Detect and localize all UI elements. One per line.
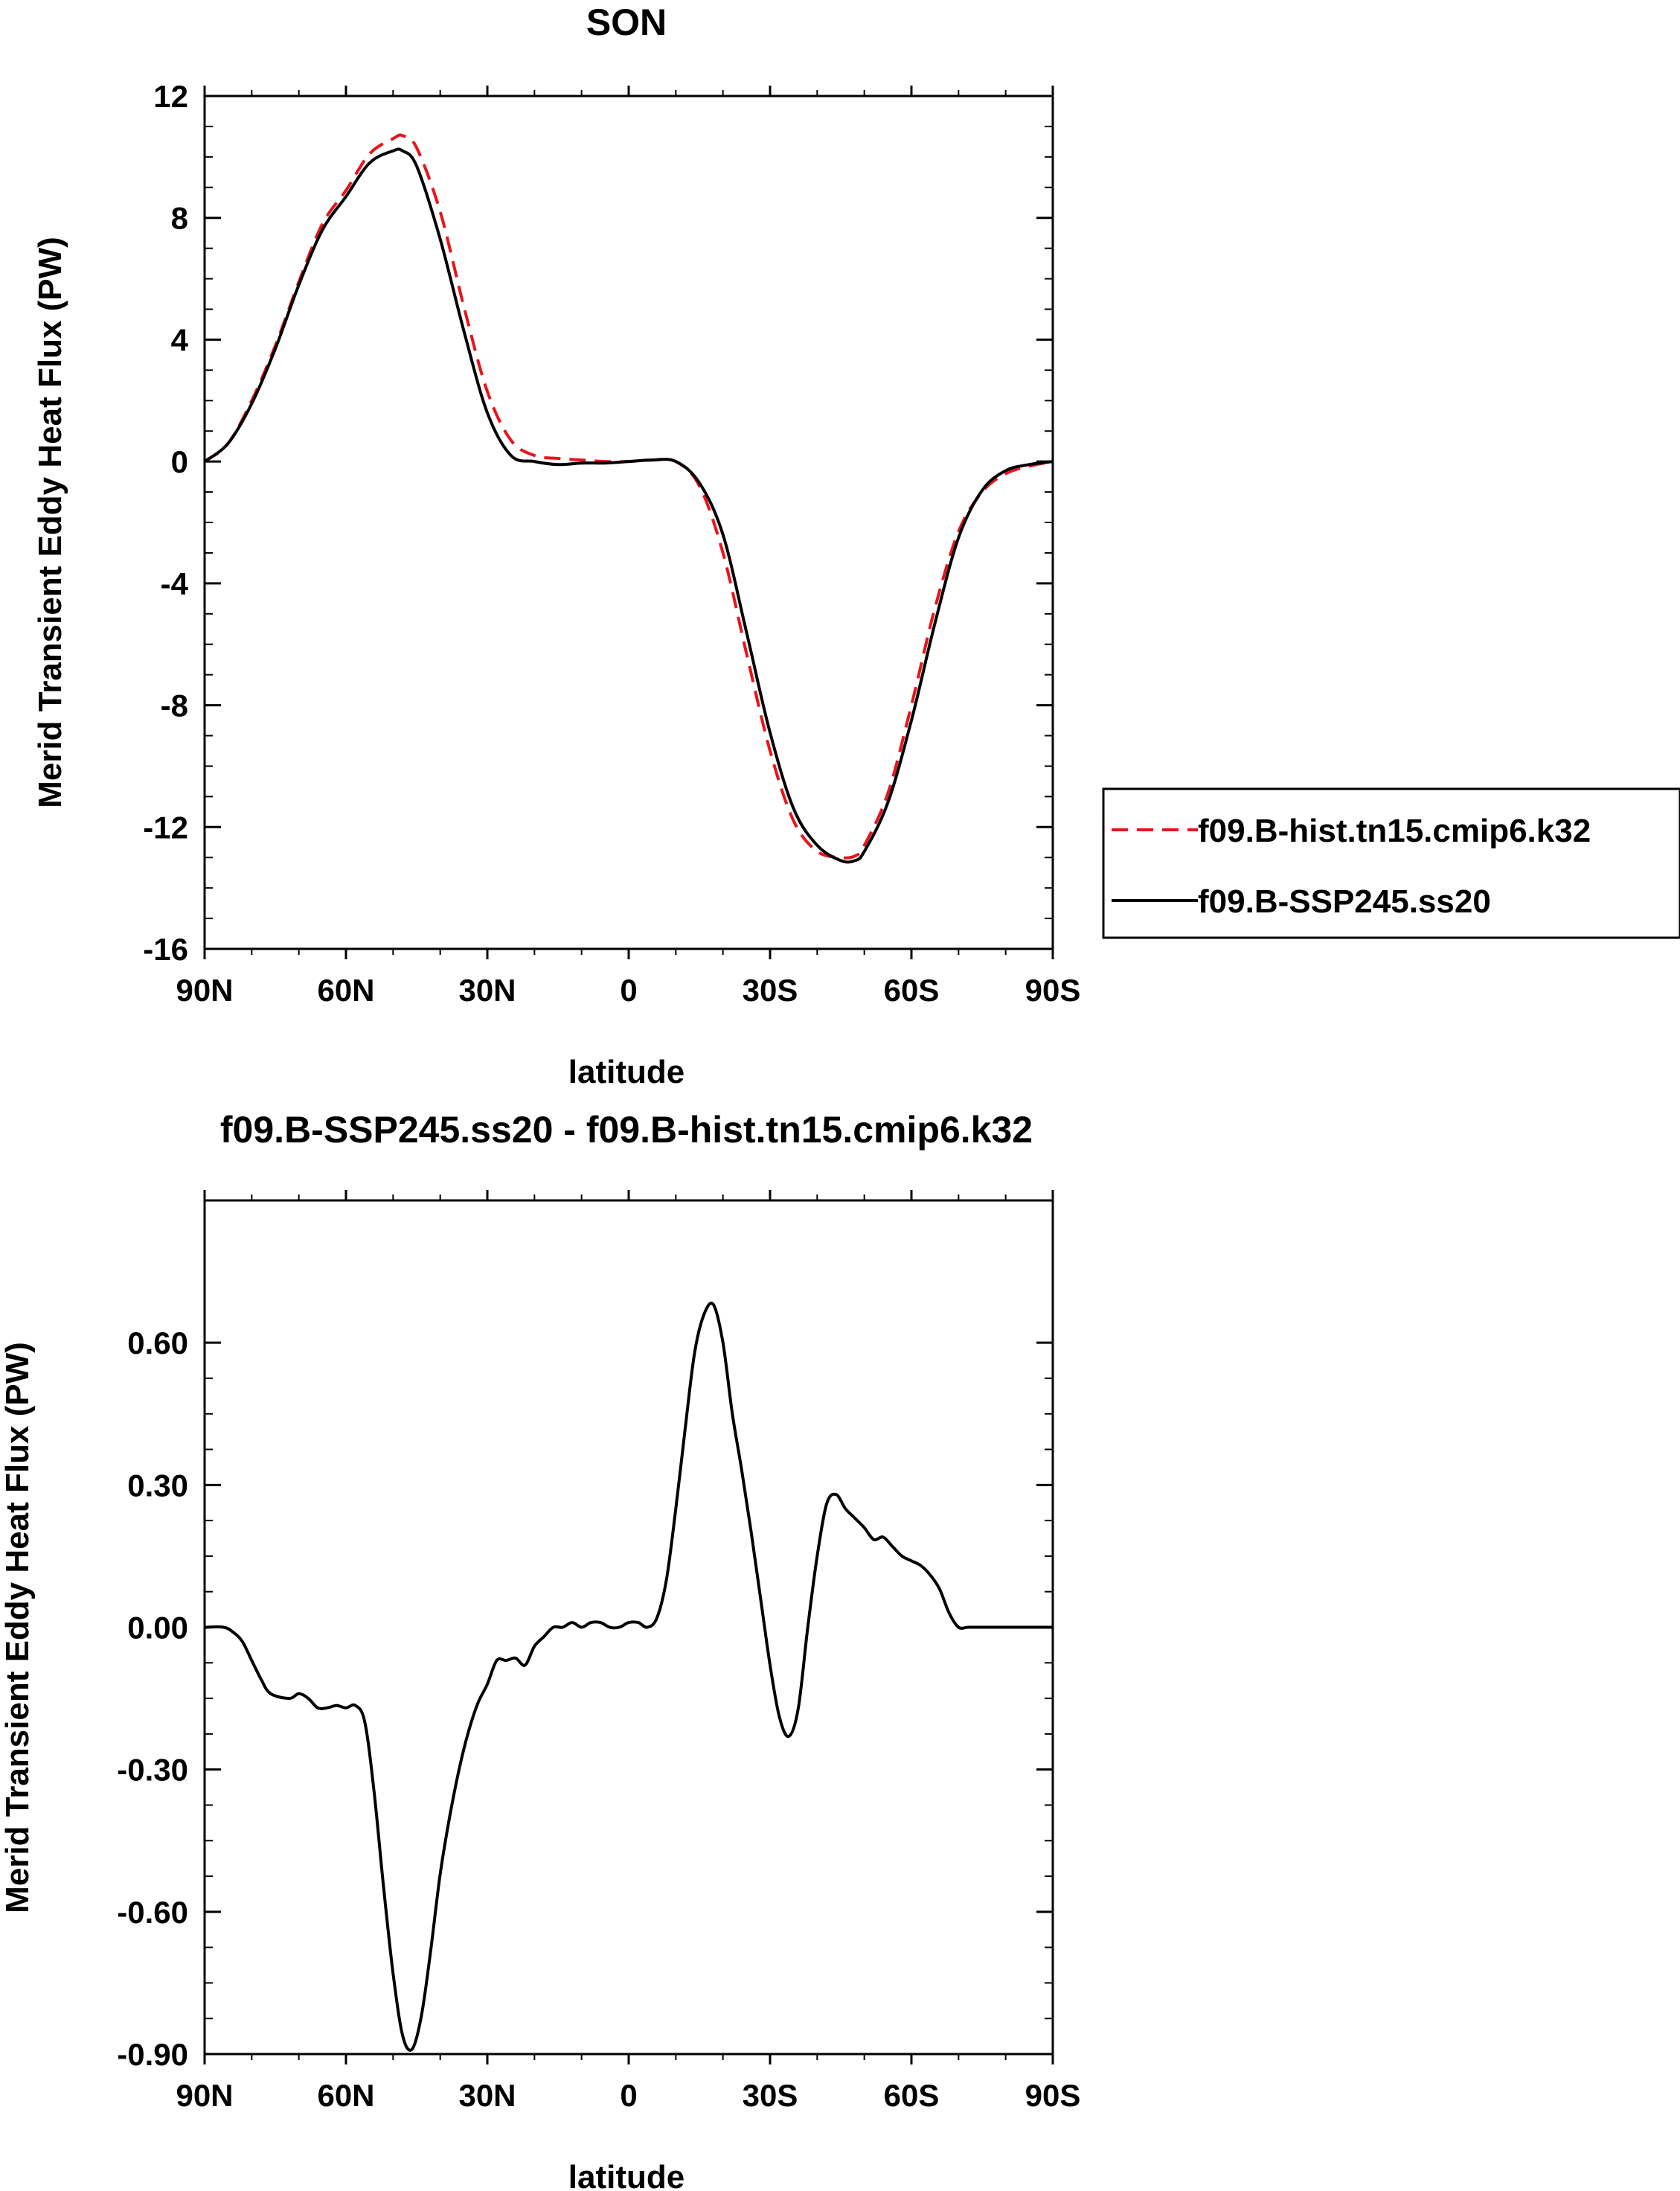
- legend-box: [1102, 787, 1680, 939]
- y-tick-label: 0.60: [127, 1325, 188, 1360]
- x-tick-label: 60N: [317, 973, 374, 1008]
- bottom-chart-title: f09.B-SSP245.ss20 - f09.B-hist.tn15.cmip…: [220, 1109, 1033, 1151]
- y-tick-label: -12: [143, 810, 188, 845]
- y-tick-label: 4: [171, 322, 189, 357]
- y-tick-label: 12: [153, 79, 188, 114]
- y-tick-label: -0.60: [117, 1895, 188, 1930]
- top-chart-y-axis-label: Merid Transient Eddy Heat Flux (PW): [32, 237, 68, 808]
- bottom-chart-y-axis-label: Merid Transient Eddy Heat Flux (PW): [0, 1342, 36, 1913]
- series-line-difference: [204, 1301, 1053, 2052]
- top-chart-x-ticks: 90N 60N 30N 0 30S 60S 90S: [176, 86, 1080, 1008]
- y-tick-label: 0.30: [127, 1468, 188, 1503]
- x-tick-label: 30S: [743, 973, 798, 1008]
- y-tick-label: -16: [143, 932, 188, 967]
- bottom-chart-series: [204, 1301, 1053, 2052]
- y-tick-label: 8: [171, 201, 188, 236]
- x-tick-label: 90N: [176, 2078, 233, 2113]
- y-tick-label: -0.30: [117, 1753, 188, 1788]
- y-tick-label: -8: [161, 688, 188, 723]
- y-tick-label: 0: [171, 444, 188, 479]
- top-chart-y-ticks: 12 8 4 0 -4 -8 -12 -16: [143, 79, 1053, 967]
- series-line-hist: [203, 133, 1054, 860]
- x-tick-label: 0: [620, 973, 637, 1008]
- series-line-ssp245: [203, 147, 1054, 864]
- bottom-chart-panel: f09.B-SSP245.ss20 - f09.B-hist.tn15.cmip…: [0, 1109, 1080, 2191]
- x-tick-label: 60S: [884, 973, 940, 1008]
- x-tick-label: 30S: [743, 2078, 798, 2113]
- x-tick-label: 60S: [884, 2078, 940, 2113]
- x-tick-label: 30N: [458, 2078, 516, 2113]
- x-tick-label: 0: [620, 2078, 637, 2113]
- legend-label-hist: f09.B-hist.tn15.cmip6.k32: [1198, 813, 1591, 849]
- y-tick-label: -0.90: [117, 2037, 188, 2072]
- legend-label-ssp245: f09.B-SSP245.ss20: [1198, 883, 1491, 920]
- y-tick-label: -4: [161, 566, 189, 601]
- bottom-chart-x-axis-label: latitude: [568, 2159, 684, 2191]
- top-chart-x-axis-label: latitude: [568, 1054, 684, 1090]
- x-tick-label: 30N: [458, 973, 516, 1008]
- y-tick-label: 0.00: [127, 1611, 188, 1645]
- x-tick-label: 60N: [317, 2078, 374, 2113]
- x-tick-label: 90S: [1025, 2078, 1081, 2113]
- top-chart-title: SON: [586, 1, 667, 43]
- top-chart-series: [203, 133, 1054, 864]
- top-chart-legend: f09.B-hist.tn15.cmip6.k32 f09.B-SSP245.s…: [1102, 787, 1680, 939]
- bottom-chart-y-ticks: 0.60 0.30 0.00 -0.30 -0.60 -0.90: [117, 1325, 1053, 2072]
- x-tick-label: 90N: [176, 973, 233, 1008]
- x-tick-label: 90S: [1025, 973, 1081, 1008]
- bottom-chart-x-ticks: 90N 60N 30N 0 30S 60S 90S: [176, 1190, 1080, 2113]
